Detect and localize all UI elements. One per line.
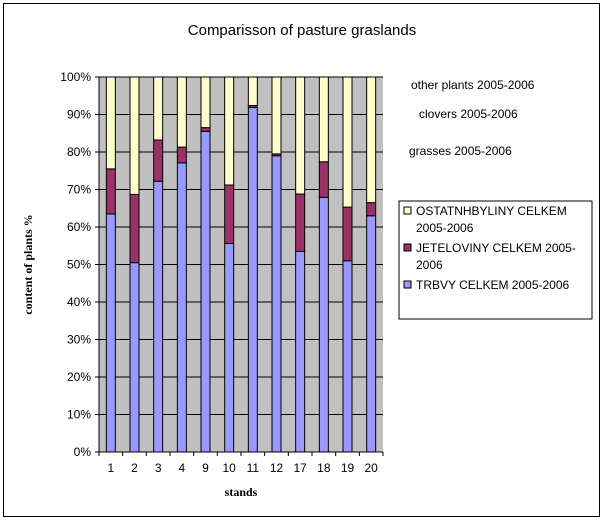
bar-segment-series-1-stand-18	[318, 161, 329, 198]
x-tick-labels: 1 2 3 4 9 10 11 12 17 18 19 20	[107, 461, 378, 475]
chart-svg: Comparisson of pasture graslands 0%10%20…	[21, 22, 593, 499]
y-tick-labels: 0% 10% 20% 30% 40% 50% 60% 70% 80% 90% 100%	[60, 70, 91, 459]
bar-segment-series-2-stand-1	[105, 76, 116, 170]
bar-segment-series-2-stand-11	[247, 76, 258, 106]
gridlines	[99, 76, 383, 453]
bar-segment-series-0-stand-10	[224, 243, 235, 453]
y-tick-label: 10%	[67, 408, 91, 422]
bar-segment-series-1-stand-10	[224, 184, 235, 244]
legend-label: 2005-2006	[416, 221, 474, 235]
legend-label: JETELOVINY CELKEM 2005-	[416, 241, 576, 255]
bar-segment-series-1-stand-17	[295, 193, 306, 252]
bar-segment-series-2-stand-12	[271, 76, 282, 155]
x-tick-label: 9	[202, 461, 209, 475]
x-tick-label: 11	[247, 461, 260, 475]
bar-segment-series-0-stand-2	[129, 262, 140, 453]
x-tick-label: 2	[131, 461, 138, 475]
bar-segment-series-2-stand-17	[295, 76, 306, 195]
y-tick-label: 90%	[67, 108, 91, 122]
bar-segment-series-0-stand-20	[366, 215, 377, 453]
bar-segment-series-0-stand-1	[105, 213, 116, 453]
bar-segment-series-2-stand-19	[342, 76, 353, 208]
bar-segment-series-2-stand-10	[224, 76, 235, 186]
bar-segment-series-1-stand-9	[200, 127, 211, 132]
x-tick-label: 3	[155, 461, 162, 475]
bar-segment-series-0-stand-19	[342, 260, 353, 453]
bar-segment-series-0-stand-11	[247, 106, 258, 453]
x-tick-label: 19	[341, 461, 355, 475]
annotation-other-plants: other plants 2005-2006	[411, 78, 535, 92]
bar-segment-series-0-stand-12	[271, 155, 282, 453]
bar-segment-series-2-stand-2	[129, 76, 140, 195]
x-tick-label: 20	[364, 461, 378, 475]
legend-swatch	[403, 280, 412, 289]
bar-segment-series-2-stand-4	[176, 76, 187, 148]
y-axis-title: content of plants %	[21, 214, 35, 314]
y-tick-label: 0%	[74, 445, 92, 459]
bar-segment-series-0-stand-4	[176, 162, 187, 453]
bar-segment-series-0-stand-3	[153, 180, 164, 453]
bar-segment-series-1-stand-20	[366, 202, 377, 217]
bar-segment-series-2-stand-9	[200, 76, 211, 129]
x-tick-label: 17	[293, 461, 307, 475]
bar-segment-series-2-stand-18	[318, 76, 329, 163]
bars	[105, 76, 377, 453]
chart-title: Comparisson of pasture graslands	[188, 22, 416, 39]
annotation-clovers: clovers 2005-2006	[419, 107, 518, 121]
legend-swatch	[403, 206, 412, 215]
y-tick-label: 50%	[67, 258, 91, 272]
legend-label: TRBVY CELKEM 2005-2006	[416, 278, 570, 292]
x-axis-title: stands	[225, 485, 258, 499]
axes	[95, 76, 384, 456]
bar-segment-series-1-stand-19	[342, 206, 353, 262]
y-tick-label: 70%	[67, 183, 91, 197]
y-tick-label: 60%	[67, 220, 91, 234]
bar-segment-series-0-stand-18	[318, 196, 329, 453]
bar-segment-series-1-stand-2	[129, 193, 140, 264]
bar-segment-series-0-stand-9	[200, 130, 211, 453]
y-tick-label: 20%	[67, 370, 91, 384]
legend-label: 2006	[416, 258, 443, 272]
x-tick-label: 12	[270, 461, 284, 475]
x-tick-label: 18	[317, 461, 331, 475]
legend-label: OSTATNHBYLINY CELKEM	[416, 204, 567, 218]
y-tick-label: 30%	[67, 333, 91, 347]
legend-box	[398, 200, 593, 320]
bar-segment-series-1-stand-1	[105, 168, 116, 215]
bar-segment-series-2-stand-3	[153, 76, 164, 141]
bar-segment-series-1-stand-4	[176, 146, 187, 164]
bar-segment-series-1-stand-3	[153, 139, 164, 182]
y-tick-label: 40%	[67, 295, 91, 309]
y-tick-label: 100%	[60, 70, 91, 84]
legend: OSTATNHBYLINY CELKEM 2005-2006 JETELOVINY …	[398, 200, 593, 320]
legend-swatch	[403, 243, 412, 252]
chart-frame: Comparisson of pasture graslands 0% 10% 20…	[3, 3, 600, 517]
bar-segment-series-2-stand-20	[366, 76, 377, 204]
x-tick-label: 10	[222, 461, 236, 475]
bar-segment-series-0-stand-17	[295, 250, 306, 453]
annotation-grasses: grasses 2005-2006	[409, 144, 512, 158]
x-tick-label: 1	[107, 461, 114, 475]
y-tick-label: 80%	[67, 145, 91, 159]
x-tick-label: 4	[178, 461, 185, 475]
